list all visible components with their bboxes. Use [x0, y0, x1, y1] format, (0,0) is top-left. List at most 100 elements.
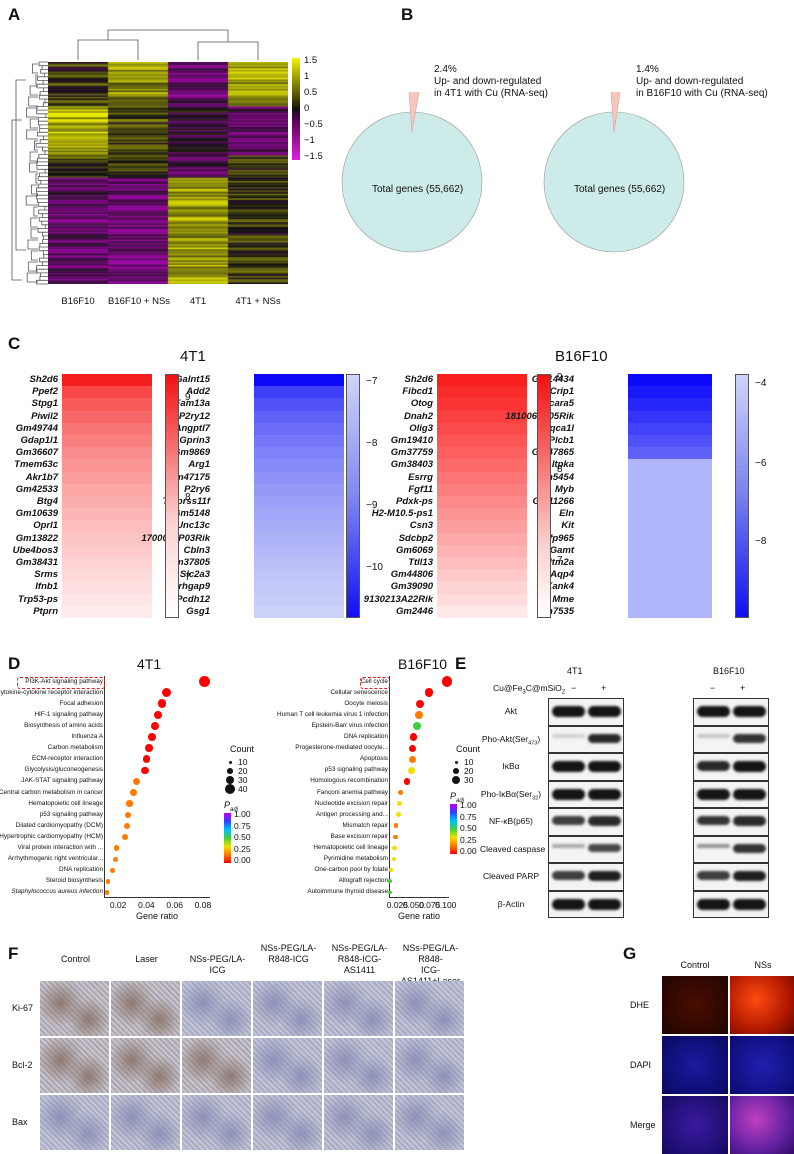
gene-label: Galnt15: [175, 374, 210, 385]
gene-label: Akr1b7: [25, 471, 58, 483]
colorbar-tick: −1.5: [304, 151, 323, 162]
blot-band: [588, 706, 621, 717]
heatmap-column-label: B16F10 + NSs: [108, 296, 171, 307]
treatment-part: Cu@Fe: [493, 683, 523, 693]
dotplot-point: [387, 890, 392, 895]
blot-band: [733, 761, 766, 772]
panel-label-a: A: [8, 5, 21, 24]
pathway-term: Cell cycle: [360, 677, 388, 685]
blot-label-sub: 32: [532, 795, 539, 802]
dotplot-point: [153, 710, 162, 719]
gene-label: Gsg1: [186, 605, 210, 617]
gene-colorbar-tick: −4: [755, 378, 767, 389]
gene-label: Itpka: [551, 459, 574, 471]
blot-band: [588, 816, 621, 826]
fluor-image-tile: [662, 1036, 728, 1094]
dotplot-point: [397, 789, 404, 796]
gene-bar-cell: [62, 557, 152, 570]
pathway-term: DNA replication: [343, 733, 388, 741]
heatmap-grid: [48, 62, 288, 284]
gene-bar-cell: [628, 483, 712, 497]
gene-label: Otog: [410, 398, 433, 410]
heatmap-dendrogram: [11, 29, 259, 285]
blot-band: [552, 788, 585, 800]
gene-label: Gm39090: [390, 581, 433, 593]
blot-band: [552, 871, 585, 880]
pathway-term: Hematopoietic cell lineage: [28, 799, 103, 807]
blot-label-text: Cleaved caspase 3: [480, 843, 553, 854]
gene-label: Gm44806: [390, 569, 433, 581]
gene-label: Iqca1l: [547, 422, 574, 434]
legend-size-dot: [227, 768, 233, 774]
cell-label-4t1: 4T1: [567, 666, 583, 676]
dotplot-point: [392, 845, 398, 851]
gene-bar-cell: [628, 447, 712, 460]
blot-band: [697, 788, 730, 800]
gene-bar-cell: [437, 398, 527, 411]
blot-label-text: Akt: [504, 706, 518, 716]
blot-band: [733, 706, 766, 717]
pathway-term: Biosynthesis of amino acids: [24, 721, 103, 729]
legend-count-label: 30: [238, 775, 248, 785]
gene-label: Gm9869: [173, 447, 210, 459]
dotplot-point: [145, 744, 154, 753]
pathway-term: Homologous recombination: [310, 777, 388, 785]
blot-band: [588, 871, 621, 882]
legend-count-title: Count: [230, 744, 255, 754]
blot-band: [552, 843, 585, 848]
gene-bar-cell: [254, 557, 344, 570]
gene-bar-cell: [254, 483, 344, 497]
blot-band: [697, 706, 730, 717]
dotplot-point: [409, 744, 417, 752]
blot-band: [552, 898, 585, 910]
left-dendrogram: [11, 61, 48, 285]
blot-band: [733, 898, 766, 910]
pathway-term: Cellular senescence: [330, 688, 388, 696]
gene-label: Mme: [552, 593, 574, 605]
legend-p-tick: 0.00: [460, 846, 477, 856]
dotplot-point: [112, 856, 118, 862]
dotplot-point: [388, 879, 393, 884]
gene-bar-cell: [254, 605, 344, 619]
gene-label: Ttll13: [408, 557, 433, 568]
dotplot-point: [395, 812, 402, 818]
heatmap-colorbar: [292, 58, 300, 160]
pie-percent: 2.4%: [434, 64, 457, 75]
dotplot-point: [408, 755, 416, 763]
gene-bar-cell: [437, 544, 527, 558]
pathway-term: Hematopoietic cell lineage: [313, 844, 388, 852]
gene-label: Plcb1: [548, 435, 574, 446]
gene-bar-cell: [62, 435, 152, 448]
treatment-sign: −: [710, 683, 716, 693]
gene-label: Gm38431: [15, 557, 58, 568]
gene-label: Csn3: [409, 520, 433, 532]
blot-band: [697, 733, 730, 738]
pathway-term: PI3K-Akt signaling pathway: [25, 677, 103, 685]
gene-bar-cell: [254, 447, 344, 460]
pathway-term: Fanconi anemia pathway: [316, 788, 388, 796]
blot-label-text: β-Actin: [497, 898, 525, 909]
gene-label: Gm13822: [15, 532, 58, 544]
gene-label: Gm37805: [167, 557, 210, 568]
gene-bar-cell: [62, 569, 152, 582]
gene-bar-cell: [628, 386, 712, 399]
legend-size-dot: [225, 775, 235, 785]
gene-label: Itm2a: [549, 557, 574, 568]
gene-bar-cell: [437, 386, 527, 399]
blot-label-tail: ): [537, 733, 541, 744]
gene-bar-cell: [62, 605, 152, 619]
gene-label: Fgf11: [408, 483, 433, 495]
gene-bar-cell: [254, 398, 344, 411]
pie-regulated-slice: [408, 92, 420, 133]
gene-bar-cell: [437, 496, 527, 509]
gene-bar-cell: [437, 483, 527, 497]
gene-label: Ifnb1: [35, 581, 58, 593]
gene-section-title-4t1: 4T1: [180, 348, 206, 365]
dotplot-point: [391, 856, 397, 862]
pathway-term: JAK-STAT signaling pathway: [21, 777, 103, 785]
blot-band: [733, 816, 766, 826]
ihc-row-label: Bax: [12, 1117, 28, 1127]
gene-colorbar-tick: 9: [185, 392, 191, 403]
pathway-term: Nucleotide excision repair: [314, 799, 388, 807]
blot-label-text: Pho-IκBα(Ser: [480, 788, 533, 799]
